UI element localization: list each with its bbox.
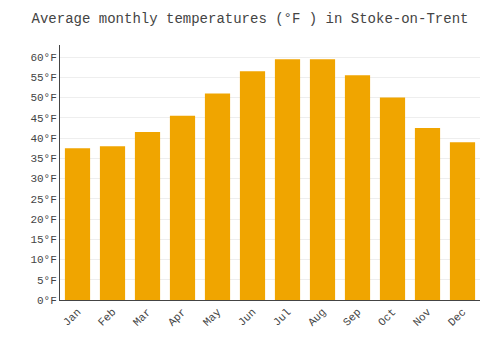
svg-text:Jun: Jun: [236, 306, 258, 328]
svg-text:Dec: Dec: [446, 306, 468, 328]
svg-text:Average monthly temperatures (: Average monthly temperatures (°F ) in St…: [32, 11, 469, 27]
svg-text:25°F: 25°F: [30, 194, 56, 206]
svg-text:Aug: Aug: [306, 306, 328, 328]
svg-text:Sep: Sep: [341, 306, 363, 328]
svg-text:Nov: Nov: [411, 306, 434, 329]
svg-text:Jul: Jul: [271, 306, 293, 328]
svg-text:Apr: Apr: [166, 306, 188, 328]
svg-text:15°F: 15°F: [30, 234, 56, 246]
svg-text:Mar: Mar: [131, 306, 153, 328]
svg-text:Oct: Oct: [376, 306, 398, 328]
svg-text:60°F: 60°F: [30, 52, 56, 64]
svg-text:30°F: 30°F: [30, 173, 56, 185]
svg-text:May: May: [201, 306, 224, 329]
svg-text:10°F: 10°F: [30, 254, 56, 266]
svg-text:55°F: 55°F: [30, 72, 56, 84]
svg-text:0°F: 0°F: [37, 295, 57, 307]
svg-text:45°F: 45°F: [30, 113, 56, 125]
svg-text:35°F: 35°F: [30, 153, 56, 165]
svg-text:Feb: Feb: [96, 306, 118, 328]
svg-text:40°F: 40°F: [30, 133, 56, 145]
svg-text:50°F: 50°F: [30, 92, 56, 104]
svg-text:20°F: 20°F: [30, 214, 56, 226]
svg-text:5°F: 5°F: [37, 275, 57, 287]
svg-text:Jan: Jan: [61, 306, 83, 328]
